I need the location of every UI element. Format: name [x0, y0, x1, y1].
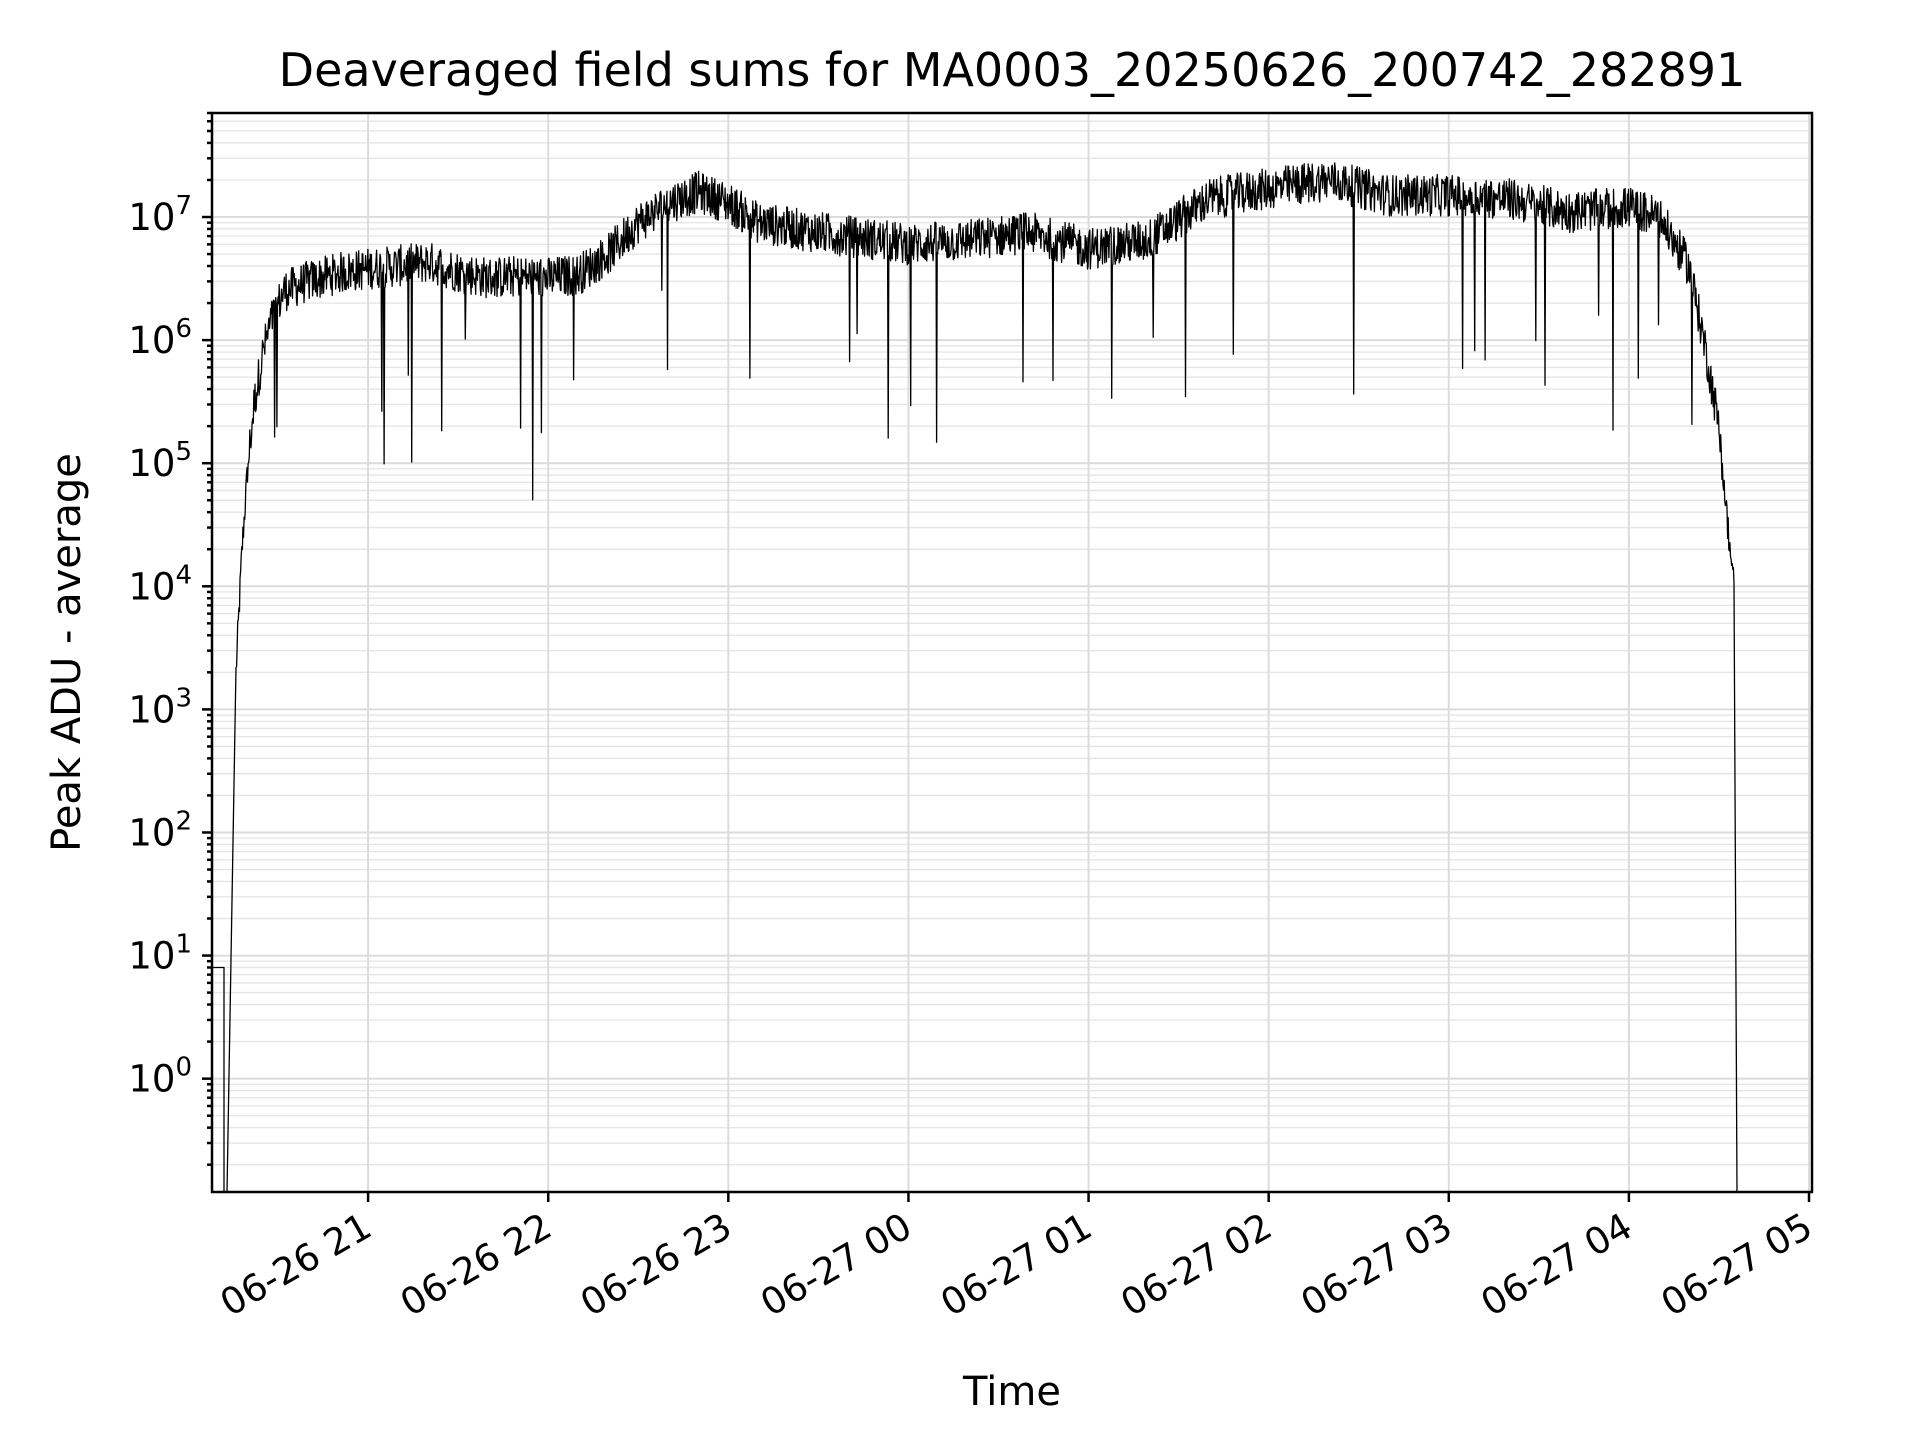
y-tick-exponent: 0	[175, 1053, 192, 1083]
x-tick-label: 06-27 01	[933, 1205, 1099, 1325]
x-tick-label: 06-26 23	[573, 1205, 739, 1325]
y-axis-label: Peak ADU - average	[44, 453, 90, 852]
y-tick-base: 10	[128, 565, 175, 608]
x-tick-label: 06-26 21	[213, 1205, 379, 1325]
y-tick-exponent: 3	[175, 683, 192, 713]
y-tick-base: 10	[128, 688, 175, 731]
y-tick-exponent: 4	[175, 560, 192, 590]
grid-lines	[212, 112, 1812, 1192]
y-tick-base: 10	[128, 196, 175, 239]
y-tick-label: 104	[128, 560, 192, 608]
y-tick-base: 10	[128, 811, 175, 854]
y-tick-exponent: 5	[175, 437, 192, 467]
y-tick-base: 10	[128, 935, 175, 978]
y-tick-base: 10	[128, 319, 175, 362]
y-tick-label: 102	[128, 806, 192, 854]
y-tick-label: 103	[128, 683, 192, 731]
y-tick-label: 105	[128, 437, 192, 485]
x-tick-label: 06-27 02	[1114, 1205, 1280, 1325]
x-tick-label: 06-27 05	[1654, 1205, 1820, 1325]
y-tick-exponent: 6	[175, 314, 192, 344]
x-tick-label: 06-26 22	[393, 1205, 559, 1325]
y-tick-label: 101	[128, 930, 192, 978]
x-tick-label: 06-27 00	[753, 1205, 919, 1325]
y-tick-base: 10	[128, 1058, 175, 1101]
x-tick-label: 06-27 03	[1294, 1205, 1460, 1325]
x-tick-label: 06-27 04	[1474, 1205, 1640, 1325]
y-tick-exponent: 1	[175, 930, 192, 960]
y-tick-label: 107	[128, 191, 192, 239]
y-tick-label: 100	[128, 1053, 192, 1101]
x-axis-label: Time	[962, 1369, 1061, 1415]
series-line	[212, 162, 1738, 1193]
y-tick-exponent: 7	[175, 191, 192, 221]
y-tick-exponent: 2	[175, 806, 192, 836]
chart-title: Deaveraged field sums for MA0003_2025062…	[279, 43, 1746, 97]
plot-frame	[210, 111, 1814, 1194]
y-tick-base: 10	[128, 442, 175, 485]
y-tick-label: 106	[128, 314, 192, 362]
